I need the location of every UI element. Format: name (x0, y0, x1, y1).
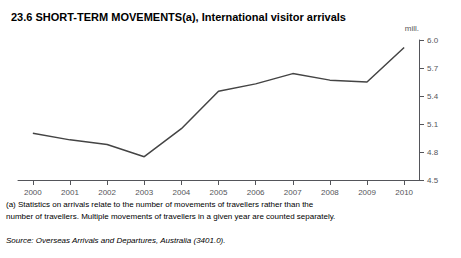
svg-text:2003: 2003 (135, 188, 153, 197)
svg-text:2001: 2001 (61, 188, 79, 197)
svg-text:23.6 SHORT-TERM MOVEMENTS(a),: 23.6 SHORT-TERM MOVEMENTS(a), Internatio… (11, 11, 346, 23)
svg-text:2005: 2005 (210, 188, 228, 197)
svg-text:mill.: mill. (405, 24, 419, 33)
svg-text:5.4: 5.4 (427, 92, 439, 101)
svg-text:(a) Statistics on arrivals rel: (a) Statistics on arrivals relate to the… (6, 200, 314, 209)
svg-text:2000: 2000 (24, 188, 42, 197)
svg-text:4.8: 4.8 (427, 148, 439, 157)
svg-text:number of travellers. Multiple: number of travellers. Multiple movements… (6, 212, 335, 221)
svg-text:2007: 2007 (284, 188, 302, 197)
svg-text:4.5: 4.5 (427, 176, 439, 185)
svg-text:2008: 2008 (321, 188, 339, 197)
svg-text:5.7: 5.7 (427, 64, 439, 73)
svg-text:6.0: 6.0 (427, 36, 439, 45)
svg-text:2004: 2004 (172, 188, 190, 197)
svg-text:2010: 2010 (395, 188, 413, 197)
svg-text:2006: 2006 (247, 188, 265, 197)
svg-text:2002: 2002 (98, 188, 116, 197)
svg-text:5.1: 5.1 (427, 120, 439, 129)
svg-text:Source: Overseas Arrivals and: Source: Overseas Arrivals and Departures… (6, 236, 226, 245)
svg-text:2009: 2009 (358, 188, 376, 197)
